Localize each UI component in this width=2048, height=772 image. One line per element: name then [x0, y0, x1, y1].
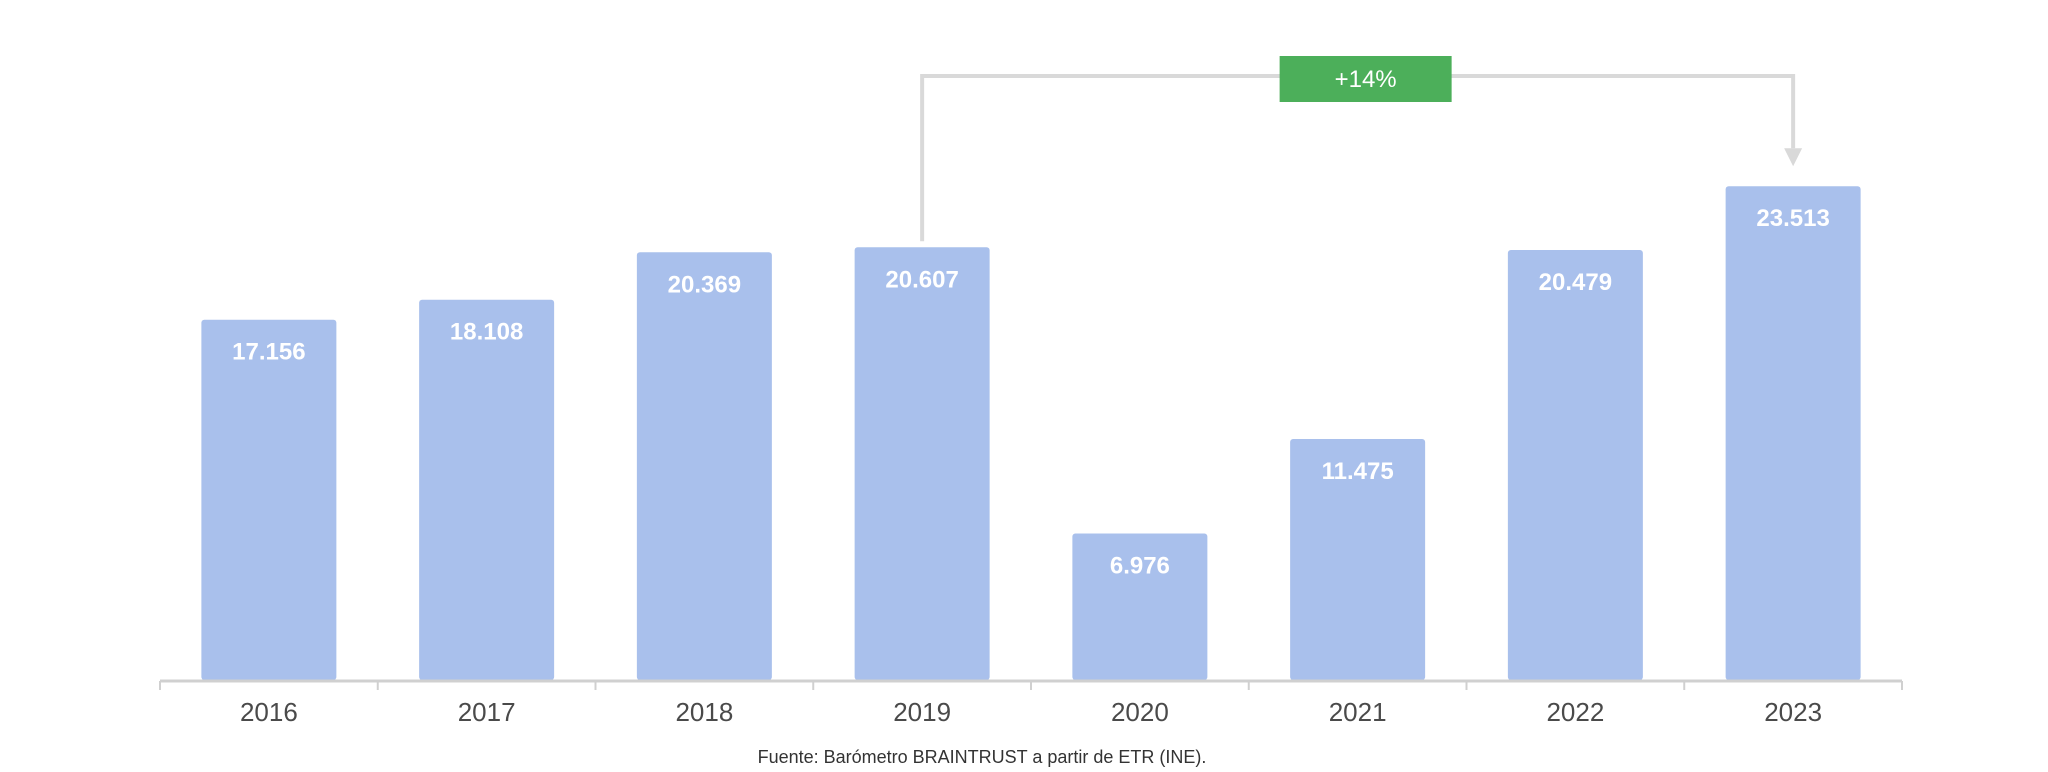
x-tick-label-2019: 2019 — [893, 697, 951, 727]
bar-2021 — [1290, 439, 1426, 680]
source-note: Fuente: Barómetro BRAINTRUST a partir de… — [758, 747, 1207, 767]
value-label-2016: 17.156 — [232, 339, 305, 366]
value-label-2018: 20.369 — [668, 271, 741, 298]
x-tick-label-2017: 2017 — [458, 697, 516, 727]
x-tick-label-2016: 2016 — [240, 697, 298, 727]
x-tick-label-2022: 2022 — [1546, 697, 1604, 727]
growth-annotation: +14% — [920, 56, 1803, 242]
value-labels-group: 17.156 18.108 20.369 20.607 6.976 11.475 20.47… — [232, 205, 1830, 579]
x-tick-labels-group: 2016 2017 2018 2019 2020 2021 2022 2023 — [240, 697, 1822, 727]
x-ticks-group — [159, 681, 1903, 690]
x-tick-label-2023: 2023 — [1764, 697, 1822, 727]
growth-badge — [1279, 56, 1452, 102]
value-label-2022: 20.479 — [1539, 269, 1612, 296]
x-tick-label-2018: 2018 — [675, 697, 733, 727]
value-label-2017: 18.108 — [450, 319, 523, 346]
bar-2016 — [201, 319, 337, 680]
arrow-down-icon — [1784, 148, 1803, 167]
value-label-2020: 6.976 — [1110, 553, 1170, 580]
x-tick-label-2020: 2020 — [1111, 697, 1169, 727]
bar-2023 — [1725, 186, 1861, 681]
bar-2018 — [636, 252, 772, 680]
value-label-2019: 20.607 — [885, 266, 958, 293]
value-label-2023: 23.513 — [1756, 205, 1829, 232]
bar-2019 — [854, 247, 990, 681]
bars-group — [201, 186, 1861, 681]
bar-2020 — [1072, 533, 1208, 680]
x-tick-label-2021: 2021 — [1329, 697, 1387, 727]
bar-2022 — [1507, 249, 1643, 681]
bar-2017 — [419, 299, 555, 680]
value-label-2021: 11.475 — [1322, 458, 1394, 485]
growth-badge-label: +14% — [1335, 66, 1397, 93]
